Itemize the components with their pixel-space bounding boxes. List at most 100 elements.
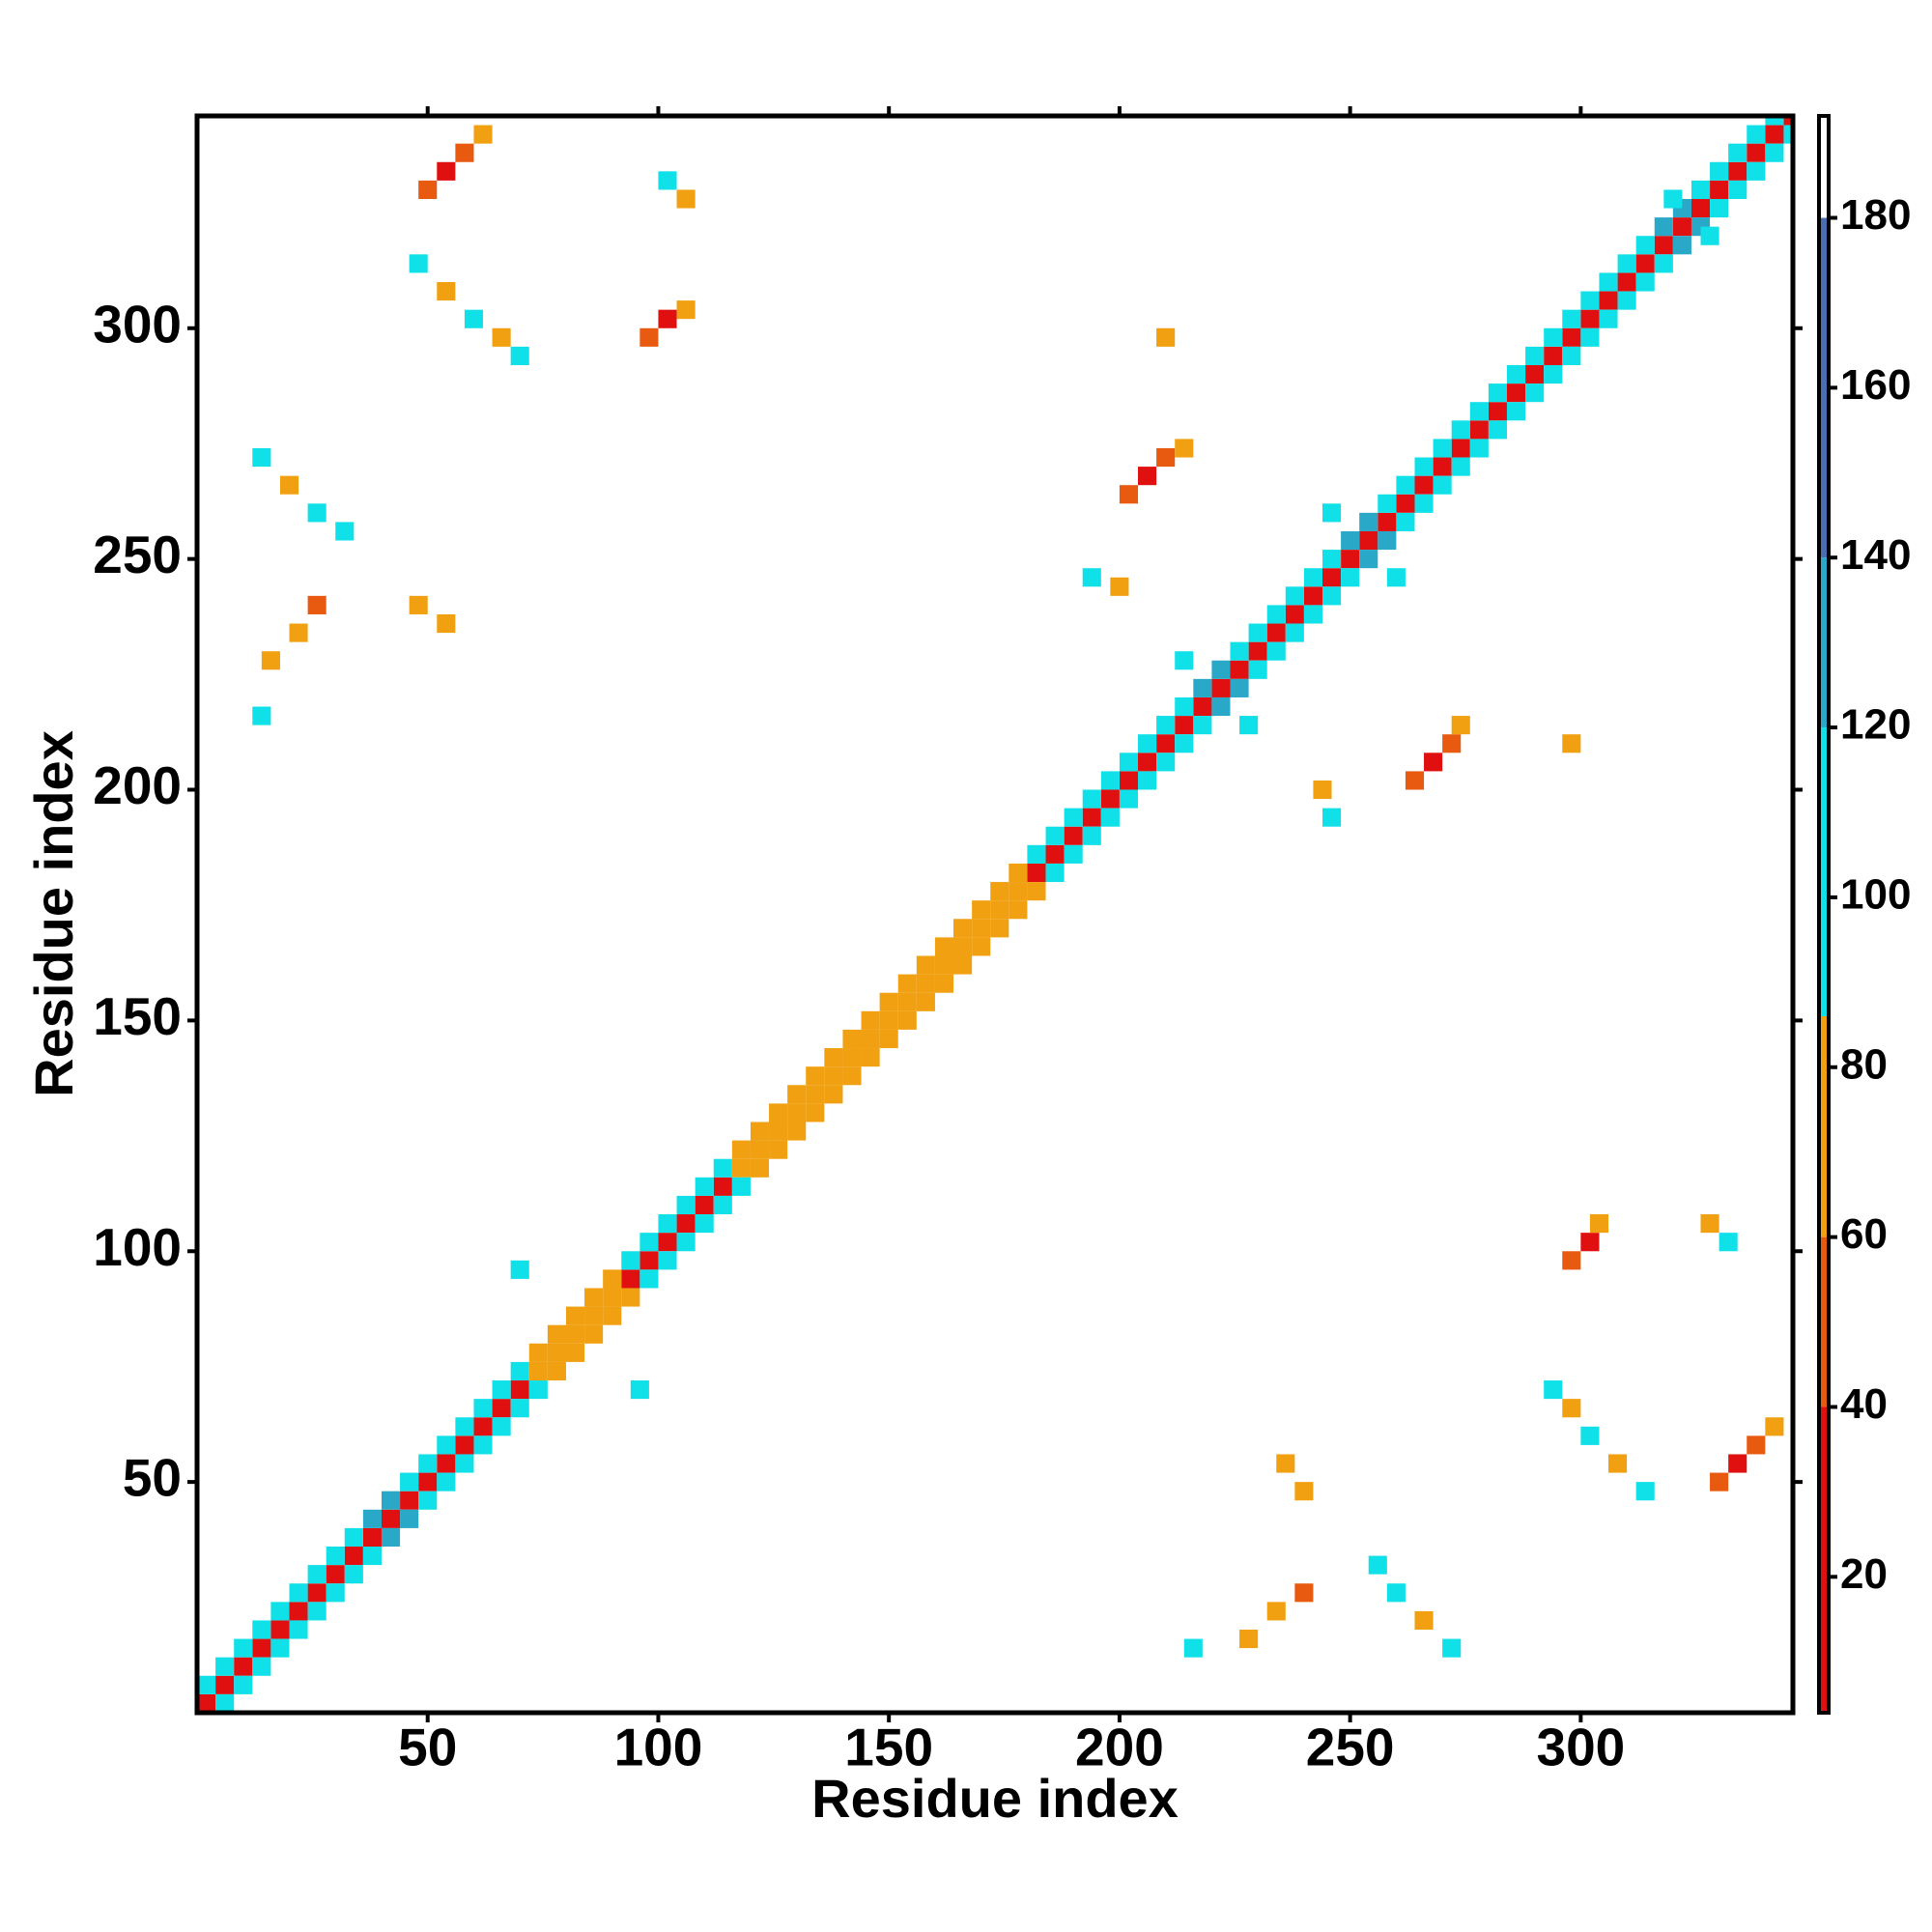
cell <box>1728 161 1747 181</box>
cell <box>1451 716 1470 735</box>
cell <box>418 1454 438 1473</box>
cell <box>473 1399 493 1418</box>
cell <box>289 623 308 642</box>
y-tick-label: 200 <box>93 755 182 815</box>
cell <box>1321 586 1342 606</box>
cell <box>1285 623 1304 642</box>
cell <box>630 1380 649 1400</box>
cell <box>307 595 327 614</box>
cell <box>972 937 991 956</box>
cell <box>934 974 954 993</box>
cell <box>1469 420 1489 440</box>
cell <box>437 613 456 634</box>
cell <box>252 447 271 468</box>
cell <box>1562 309 1581 328</box>
cell <box>990 882 1009 901</box>
cell <box>1424 753 1443 772</box>
cell <box>603 1269 622 1289</box>
cell <box>1663 189 1683 209</box>
cell <box>362 1547 382 1566</box>
cell <box>565 1343 585 1362</box>
cell <box>750 1122 770 1141</box>
cell <box>1156 716 1176 735</box>
cell <box>658 171 677 190</box>
cell <box>1580 327 1600 347</box>
cell <box>1414 1610 1434 1631</box>
cell <box>473 1435 493 1455</box>
cell <box>1765 1417 1784 1436</box>
cell <box>695 1195 714 1215</box>
cell <box>806 1085 825 1104</box>
cell <box>1710 198 1729 218</box>
cell <box>1294 1482 1314 1501</box>
cell <box>676 1195 696 1215</box>
cell <box>510 1380 529 1400</box>
cell <box>1525 346 1545 365</box>
cell <box>437 1435 456 1455</box>
cell <box>455 1435 474 1455</box>
cell <box>418 1472 438 1492</box>
cell <box>1562 327 1581 347</box>
cell <box>252 1620 271 1639</box>
cell <box>1414 475 1434 495</box>
cell <box>769 1140 788 1159</box>
cell <box>806 1103 825 1122</box>
cell <box>750 1140 770 1159</box>
cell <box>1009 900 1028 920</box>
cell <box>1175 439 1194 458</box>
cell <box>1119 485 1139 504</box>
cell <box>1488 402 1507 421</box>
cell <box>1442 1638 1462 1658</box>
cell <box>1433 475 1452 495</box>
cell <box>547 1361 566 1381</box>
colorbar-tick-label: 160 <box>1840 361 1911 409</box>
cell <box>1525 364 1545 384</box>
cell <box>621 1251 640 1270</box>
cell <box>1451 457 1470 476</box>
cell <box>510 1260 529 1279</box>
cell <box>1747 161 1766 181</box>
cell <box>1635 1482 1655 1501</box>
colorbar-segment <box>1819 557 1829 728</box>
cell <box>861 1010 880 1030</box>
cell <box>713 1195 732 1215</box>
cell <box>1433 439 1452 458</box>
cell <box>1321 503 1342 523</box>
cell <box>279 475 299 495</box>
cell <box>1045 826 1065 845</box>
colorbar-tick-label: 40 <box>1840 1380 1888 1428</box>
cell <box>1239 1630 1259 1649</box>
cell <box>400 1472 419 1492</box>
cell <box>1617 254 1636 273</box>
cell <box>400 1491 419 1510</box>
cell <box>252 1638 271 1658</box>
cell <box>547 1343 566 1362</box>
cell <box>197 1675 216 1694</box>
cell <box>1599 272 1618 292</box>
cell <box>584 1288 604 1307</box>
cell <box>455 1454 474 1473</box>
cell <box>1599 309 1618 328</box>
cell <box>1506 384 1526 403</box>
cell <box>492 1399 511 1418</box>
cell <box>1765 125 1784 144</box>
cell <box>1599 291 1618 310</box>
cell <box>307 1565 327 1584</box>
cell <box>437 281 456 301</box>
cell <box>528 1361 548 1381</box>
y-tick-label: 250 <box>93 525 182 584</box>
cell <box>409 254 428 273</box>
cell <box>455 1417 474 1436</box>
colorbar-segment <box>1819 116 1829 218</box>
cell <box>658 1233 677 1252</box>
cell <box>1544 346 1563 365</box>
cell <box>1156 327 1176 347</box>
cell <box>1082 568 1101 587</box>
cell <box>1442 734 1462 753</box>
cell <box>1783 125 1793 144</box>
cell <box>842 1029 862 1049</box>
cell <box>289 1620 308 1639</box>
cell <box>1747 143 1766 162</box>
